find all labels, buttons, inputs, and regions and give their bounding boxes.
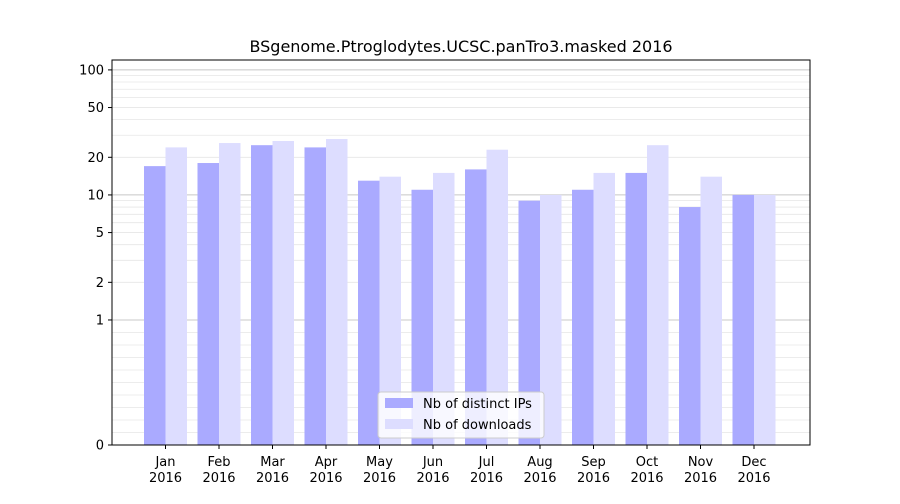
x-tick-label-month: Mar (260, 455, 285, 470)
bar-downloads-nov (700, 176, 722, 445)
bar-distinct-ips-dec (732, 194, 754, 445)
bar-downloads-jan (165, 147, 187, 446)
bar-distinct-ips-jun (411, 189, 433, 445)
x-tick-label-month: May (366, 455, 393, 470)
bar-downloads-aug (540, 194, 562, 445)
bar-distinct-ips-jan (144, 166, 166, 445)
x-tick-label-year: 2016 (630, 471, 663, 486)
bar-distinct-ips-apr (304, 147, 326, 446)
legend: Nb of distinct IPs Nb of downloads (377, 391, 545, 439)
x-tick-label-month: Jun (422, 455, 443, 470)
bar-distinct-ips-jul (465, 169, 487, 445)
bar-distinct-ips-aug (518, 200, 540, 445)
bar-downloads-dec (754, 194, 776, 445)
y-tick-label: 50 (87, 101, 104, 116)
y-tick-label: 20 (87, 151, 104, 166)
bar-downloads-jun (433, 172, 455, 445)
x-tick-label-year: 2016 (577, 471, 610, 486)
x-tick-label-month: Aug (527, 455, 552, 470)
y-tick-label: 5 (96, 226, 104, 241)
x-axis-ticks: Jan2016Feb2016Mar2016Apr2016May2016Jun20… (149, 445, 771, 486)
y-tick-label: 10 (87, 188, 104, 203)
x-tick-label-year: 2016 (737, 471, 770, 486)
bar-distinct-ips-feb (197, 163, 219, 445)
x-tick-label-year: 2016 (202, 471, 235, 486)
x-tick-label-month: Apr (315, 455, 338, 470)
legend-swatch-distinct-ips (385, 398, 413, 408)
bar-downloads-oct (647, 145, 669, 445)
legend-swatch-downloads (385, 419, 413, 429)
legend-label-distinct-ips: Nb of distinct IPs (423, 397, 532, 412)
x-tick-label-year: 2016 (149, 471, 182, 486)
chart-title: BSgenome.Ptroglodytes.UCSC.panTro3.maske… (249, 37, 672, 56)
y-tick-label: 2 (96, 276, 104, 291)
y-axis-ticks: 0 1 2 5 10 20 50 100 (79, 63, 112, 454)
bar-distinct-ips-may (358, 180, 380, 445)
x-tick-label-month: Jul (478, 455, 495, 470)
axes (111, 59, 811, 446)
bar-downloads-sep (593, 172, 615, 445)
bar-downloads-jul (486, 149, 508, 446)
x-tick-label-month: Dec (741, 455, 766, 470)
x-tick-label-month: Feb (207, 455, 230, 470)
bar-downloads-may (379, 176, 401, 445)
y-tick-label: 1 (96, 313, 104, 328)
x-tick-label-year: 2016 (416, 471, 449, 486)
y-tick-label: 100 (79, 63, 104, 78)
x-tick-label-year: 2016 (523, 471, 556, 486)
x-tick-label-year: 2016 (309, 471, 342, 486)
legend-label-downloads: Nb of downloads (423, 418, 532, 433)
bar-distinct-ips-sep (572, 189, 594, 445)
x-tick-label-year: 2016 (363, 471, 396, 486)
bar-downloads-feb (219, 143, 241, 445)
x-tick-label-year: 2016 (684, 471, 717, 486)
x-tick-label-year: 2016 (470, 471, 503, 486)
bar-downloads-mar (272, 140, 294, 445)
x-tick-label-month: Nov (688, 455, 714, 470)
y-tick-label: 0 (96, 439, 104, 454)
x-tick-label-month: Oct (636, 455, 658, 470)
bars (144, 139, 776, 446)
x-tick-label-year: 2016 (256, 471, 289, 486)
bar-distinct-ips-oct (625, 172, 647, 445)
bar-downloads-apr (326, 139, 348, 445)
x-tick-label-month: Jan (154, 455, 175, 470)
bar-distinct-ips-mar (251, 145, 273, 445)
legend-frame (377, 391, 545, 439)
x-tick-label-month: Sep (581, 455, 606, 470)
bar-distinct-ips-nov (679, 207, 701, 445)
plot-frame (111, 59, 811, 446)
